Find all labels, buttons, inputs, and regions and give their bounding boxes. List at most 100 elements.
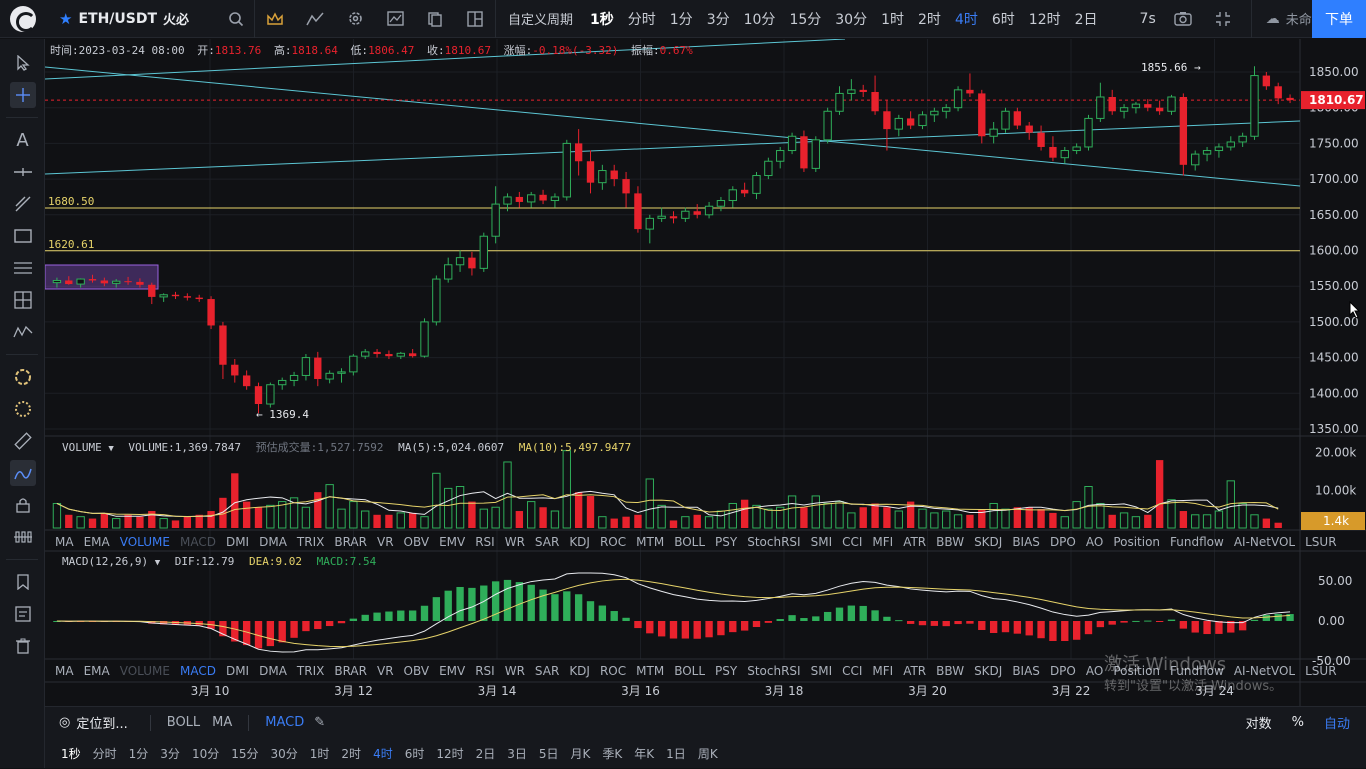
indicator-tab-volume[interactable]: VOLUME xyxy=(119,664,170,678)
grid-tool-icon[interactable] xyxy=(0,284,45,316)
indicator-tab-roc[interactable]: ROC xyxy=(599,664,627,678)
period-5[interactable]: 15分 xyxy=(789,11,822,28)
indicator-tab-trix[interactable]: TRIX xyxy=(296,535,325,549)
indicator-tab-wr[interactable]: WR xyxy=(504,535,525,549)
text-tool-icon[interactable]: A xyxy=(16,129,29,151)
percent-scale-button[interactable]: % xyxy=(1291,715,1304,730)
indicator-tab-rsi[interactable]: RSI xyxy=(475,535,495,549)
indicator-tab-cci[interactable]: CCI xyxy=(842,535,863,549)
bottom-period-13[interactable]: 3日 xyxy=(507,747,527,761)
indicator-tab-boll[interactable]: BOLL xyxy=(674,535,706,549)
symbol-selector[interactable]: ★ ETH/USDT 火必 xyxy=(45,9,228,29)
indicator-tab-emv[interactable]: EMV xyxy=(439,535,466,549)
indicator-tab-mtm[interactable]: MTM xyxy=(636,664,665,678)
indicator-tab-boll[interactable]: BOLL xyxy=(674,664,706,678)
indicator-tab-cci[interactable]: CCI xyxy=(842,664,863,678)
indicator-tab-emv[interactable]: EMV xyxy=(439,664,466,678)
bottom-period-19[interactable]: 周K xyxy=(697,747,718,761)
bottom-period-14[interactable]: 5日 xyxy=(538,747,559,761)
parallel-channel-icon[interactable] xyxy=(0,252,45,284)
chart-template-icon[interactable] xyxy=(375,0,415,38)
bottom-period-16[interactable]: 季K xyxy=(602,747,623,761)
indicator-tab-position[interactable]: Position xyxy=(1113,664,1161,678)
indicator-tab-mfi[interactable]: MFI xyxy=(872,664,894,678)
search-icon[interactable] xyxy=(218,0,254,38)
pen-tool-icon[interactable] xyxy=(0,457,45,489)
edit-icon[interactable]: ✎ xyxy=(314,715,326,730)
indicator-tab-trix[interactable]: TRIX xyxy=(296,664,325,678)
indicator-tab-bbw[interactable]: BBW xyxy=(936,535,965,549)
indicator-tab-dpo[interactable]: DPO xyxy=(1049,535,1076,549)
indicator-tab-kdj[interactable]: KDJ xyxy=(569,664,590,678)
period-3[interactable]: 3分 xyxy=(706,11,730,28)
bottom-period-18[interactable]: 1日 xyxy=(666,747,686,761)
gear-icon[interactable] xyxy=(335,0,375,38)
indicator-tab-vr[interactable]: VR xyxy=(376,535,394,549)
indicator-tab-sar[interactable]: SAR xyxy=(534,535,560,549)
indicator-tab-brar[interactable]: BRAR xyxy=(334,535,367,549)
period-6[interactable]: 30分 xyxy=(835,11,868,28)
indicator-tab-psy[interactable]: PSY xyxy=(715,535,738,549)
place-order-button[interactable]: 下单 xyxy=(1312,0,1366,38)
locate-button[interactable]: ◎ 定位到... xyxy=(45,713,140,732)
indicator-tab-volume[interactable]: VOLUME xyxy=(119,535,170,549)
indicator-tab-kdj[interactable]: KDJ xyxy=(569,535,590,549)
indicator-tab-atr[interactable]: ATR xyxy=(903,664,927,678)
custom-period-label[interactable]: 自定义周期 xyxy=(508,13,574,28)
period-0[interactable]: 1秒 xyxy=(590,11,614,28)
indicator-tab-bias[interactable]: BIAS xyxy=(1012,664,1040,678)
bookmark-icon[interactable] xyxy=(0,566,45,598)
indicator-tab-ai-netvol[interactable]: AI-NetVOL xyxy=(1233,664,1296,678)
period-9[interactable]: 4时 xyxy=(954,11,978,28)
lock-icon[interactable] xyxy=(0,489,45,521)
indicator-tab-ma[interactable]: MA xyxy=(55,664,74,678)
macd-name[interactable]: MACD(12,26,9) xyxy=(62,555,149,568)
bottom-period-7[interactable]: 1时 xyxy=(309,747,330,761)
indicator-tab-sar[interactable]: SAR xyxy=(534,664,560,678)
indicator-icon[interactable] xyxy=(295,0,335,38)
indicator-tab-vr[interactable]: VR xyxy=(376,664,394,678)
horizontal-line-icon[interactable] xyxy=(0,156,45,188)
indicator-tab-fundflow[interactable]: Fundflow xyxy=(1170,535,1224,549)
camera-icon[interactable] xyxy=(1163,0,1203,38)
indicator-tab-dmi[interactable]: DMI xyxy=(225,664,250,678)
rectangle-tool-icon[interactable] xyxy=(0,220,45,252)
auto-scale-button[interactable]: 自动 xyxy=(1323,717,1350,732)
period-11[interactable]: 12时 xyxy=(1028,11,1061,28)
indicator-tab-psy[interactable]: PSY xyxy=(715,664,738,678)
indicator-tab-ao[interactable]: AO xyxy=(1085,664,1104,678)
indicator-tab-macd[interactable]: MACD xyxy=(179,535,216,549)
bottom-period-8[interactable]: 2时 xyxy=(341,747,362,761)
macd-dropdown-icon[interactable]: ▼ xyxy=(154,558,161,568)
indicator-tab-atr[interactable]: ATR xyxy=(903,535,927,549)
indicator-tab-ai-netvol[interactable]: AI-NetVOL xyxy=(1233,535,1296,549)
period-2[interactable]: 1分 xyxy=(669,11,693,28)
indicator-tab-smi[interactable]: SMI xyxy=(810,664,833,678)
indicator-tab-smi[interactable]: SMI xyxy=(810,535,833,549)
indicator-tab-dma[interactable]: DMA xyxy=(259,535,287,549)
indicator-tab-roc[interactable]: ROC xyxy=(599,535,627,549)
bottom-period-2[interactable]: 1分 xyxy=(128,747,149,761)
indicator-tab-ema[interactable]: EMA xyxy=(83,535,110,549)
indicator-tab-lsur[interactable]: LSUR xyxy=(1305,664,1337,678)
indicator-tab-bias[interactable]: BIAS xyxy=(1012,535,1040,549)
indicator-tab-ao[interactable]: AO xyxy=(1085,535,1104,549)
indicator-tab-mtm[interactable]: MTM xyxy=(636,535,665,549)
indicator-tab-dma[interactable]: DMA xyxy=(259,664,287,678)
indicator-tab-brar[interactable]: BRAR xyxy=(334,664,367,678)
indicator-tab-dpo[interactable]: DPO xyxy=(1049,664,1076,678)
period-7[interactable]: 1时 xyxy=(881,11,905,28)
indicator-tab-lsur[interactable]: LSUR xyxy=(1305,535,1337,549)
bottom-period-1[interactable]: 分时 xyxy=(92,747,117,761)
favorite-star-icon[interactable]: ★ xyxy=(59,9,73,28)
crosshair-icon[interactable] xyxy=(0,79,45,111)
copy-icon[interactable] xyxy=(415,0,455,38)
hide-drawings-icon[interactable] xyxy=(0,521,45,553)
volume-name[interactable]: VOLUME xyxy=(62,441,102,454)
indicator-tab-stochrsi[interactable]: StochRSI xyxy=(747,535,801,549)
period-1[interactable]: 分时 xyxy=(627,11,656,28)
indicator-tab-rsi[interactable]: RSI xyxy=(475,664,495,678)
bottom-period-12[interactable]: 2日 xyxy=(475,747,496,761)
app-logo[interactable] xyxy=(0,0,45,38)
ruler-icon[interactable] xyxy=(0,425,45,457)
